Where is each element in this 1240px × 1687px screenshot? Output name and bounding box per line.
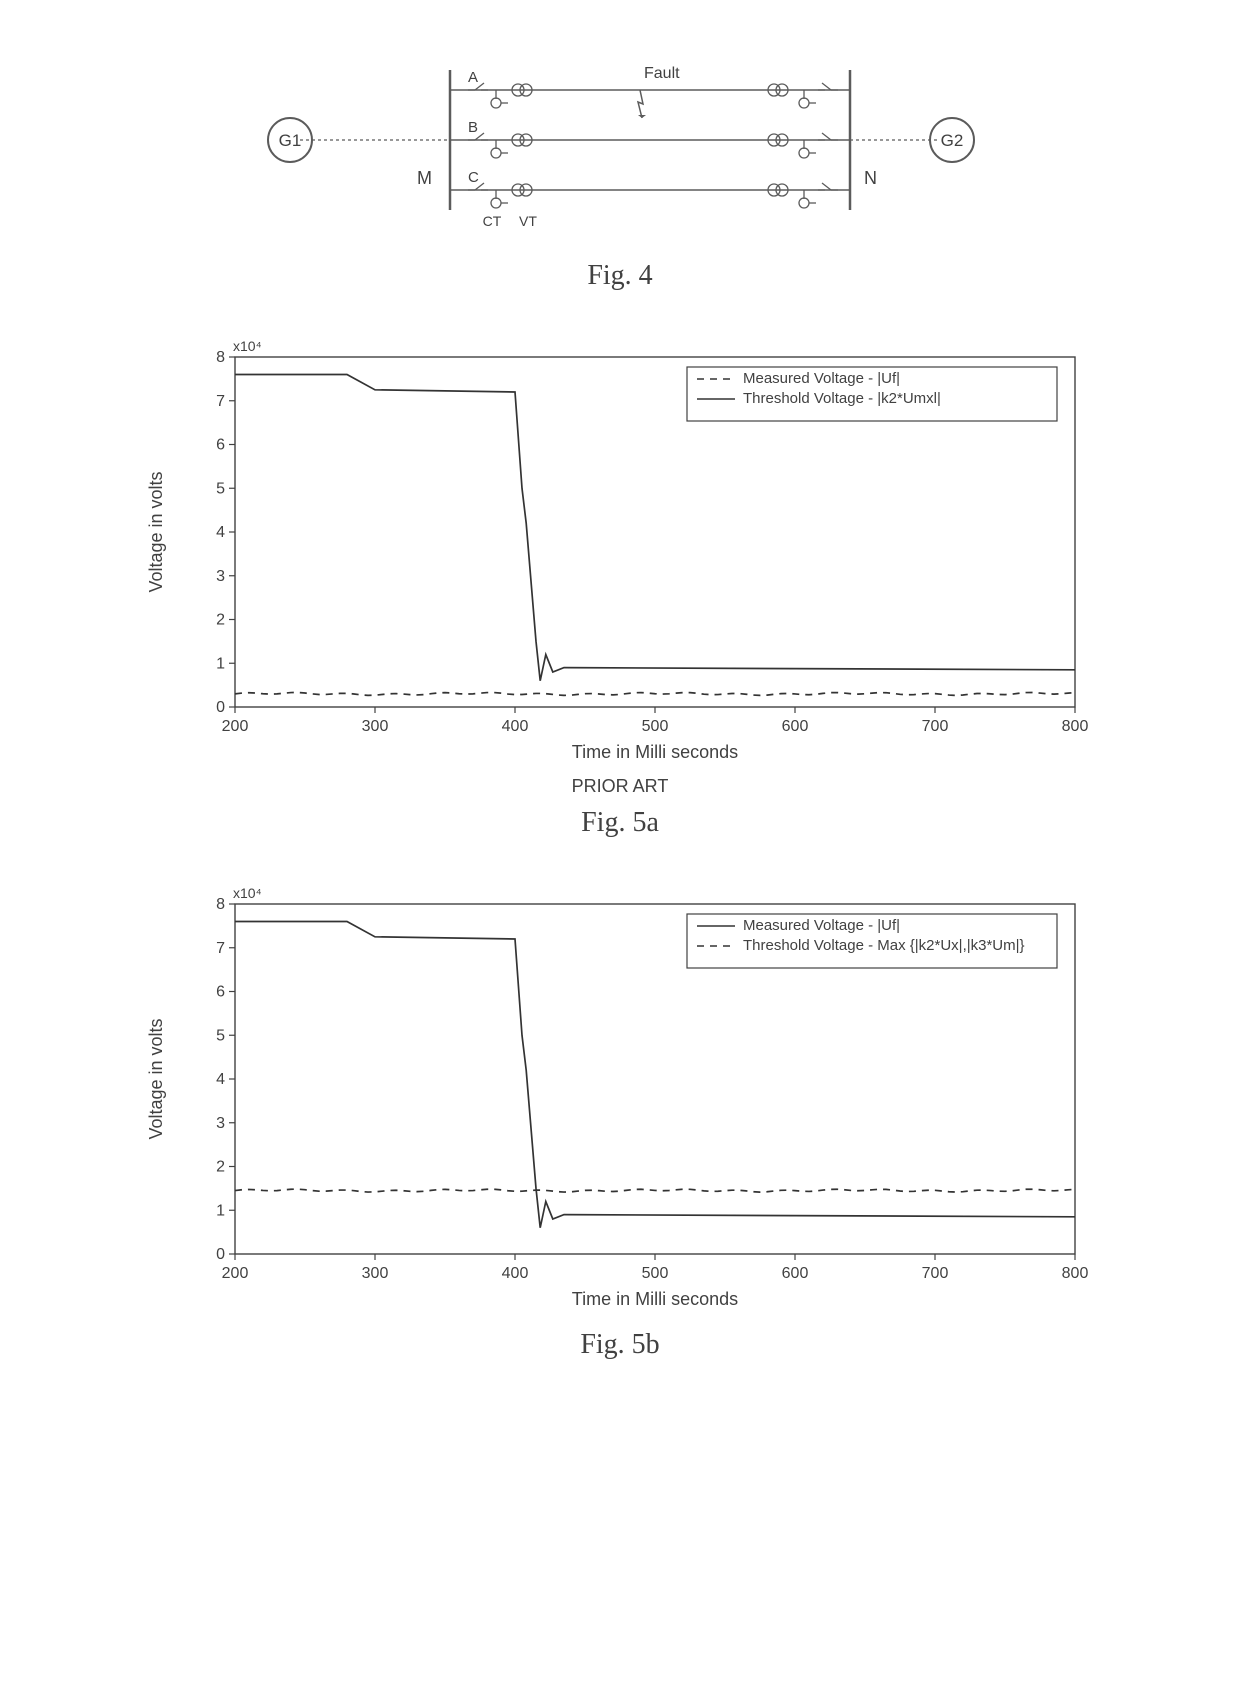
svg-text:Time in Milli seconds: Time in Milli seconds bbox=[572, 742, 738, 762]
svg-text:Time in Milli seconds: Time in Milli seconds bbox=[572, 1289, 738, 1309]
svg-text:600: 600 bbox=[782, 718, 809, 735]
svg-text:Voltage in volts: Voltage in volts bbox=[146, 471, 166, 592]
svg-text:7: 7 bbox=[216, 940, 225, 957]
svg-text:0: 0 bbox=[216, 699, 225, 716]
fig5a-caption: Fig. 5a bbox=[60, 807, 1180, 839]
svg-text:Fault: Fault bbox=[644, 65, 680, 82]
fig5a-chart: 200 300 400 500 600 700 800 0 1 2 3 4 5 6 7 8 x10⁴ Time i… bbox=[140, 332, 1100, 772]
svg-text:Voltage in volts: Voltage in volts bbox=[146, 1018, 166, 1139]
svg-text:5: 5 bbox=[216, 1027, 225, 1044]
svg-text:A: A bbox=[468, 69, 478, 86]
svg-text:500: 500 bbox=[642, 718, 669, 735]
svg-text:600: 600 bbox=[782, 1265, 809, 1282]
svg-text:1: 1 bbox=[216, 1202, 225, 1219]
svg-text:700: 700 bbox=[922, 718, 949, 735]
svg-text:1: 1 bbox=[216, 655, 225, 672]
fig5b-caption: Fig. 5b bbox=[60, 1329, 1180, 1361]
svg-text:G2: G2 bbox=[941, 131, 964, 150]
svg-text:8: 8 bbox=[216, 349, 225, 366]
svg-text:M: M bbox=[417, 168, 432, 188]
svg-text:500: 500 bbox=[642, 1265, 669, 1282]
svg-text:C: C bbox=[468, 169, 479, 186]
svg-text:x10⁴: x10⁴ bbox=[233, 885, 262, 901]
svg-text:400: 400 bbox=[502, 1265, 529, 1282]
svg-text:2: 2 bbox=[216, 612, 225, 629]
svg-text:3: 3 bbox=[216, 568, 225, 585]
figure-5a: 200 300 400 500 600 700 800 0 1 2 3 4 5 6 7 8 x10⁴ Time i… bbox=[60, 332, 1180, 839]
svg-text:x10⁴: x10⁴ bbox=[233, 338, 262, 354]
svg-text:N: N bbox=[864, 168, 877, 188]
fig5a-subcaption: PRIOR ART bbox=[60, 776, 1180, 797]
svg-text:800: 800 bbox=[1062, 1265, 1089, 1282]
svg-text:4: 4 bbox=[216, 524, 225, 541]
svg-text:6: 6 bbox=[216, 437, 225, 454]
svg-text:G1: G1 bbox=[279, 131, 302, 150]
svg-text:B: B bbox=[468, 119, 478, 136]
svg-text:700: 700 bbox=[922, 1265, 949, 1282]
svg-text:300: 300 bbox=[362, 718, 389, 735]
svg-text:7: 7 bbox=[216, 393, 225, 410]
svg-text:4: 4 bbox=[216, 1071, 225, 1088]
svg-text:Threshold Voltage - |k2*Umxl|: Threshold Voltage - |k2*Umxl| bbox=[743, 390, 941, 407]
svg-text:5: 5 bbox=[216, 480, 225, 497]
fig4-diagram: M N G1 G2 A B C CT VT Fault bbox=[260, 40, 980, 250]
svg-text:Threshold Voltage - Max {|k2*U: Threshold Voltage - Max {|k2*Ux|,|k3*Um|… bbox=[743, 937, 1025, 954]
svg-text:Measured Voltage - |Uf|: Measured Voltage - |Uf| bbox=[743, 370, 900, 387]
svg-text:3: 3 bbox=[216, 1115, 225, 1132]
svg-text:200: 200 bbox=[222, 718, 249, 735]
fig5b-chart: 200 300 400 500 600 700 800 0 1 2 3 4 5 6 7 8 x10⁴ Time i… bbox=[140, 879, 1100, 1319]
svg-text:300: 300 bbox=[362, 1265, 389, 1282]
svg-text:CT: CT bbox=[483, 213, 502, 229]
svg-text:VT: VT bbox=[519, 213, 537, 229]
svg-text:6: 6 bbox=[216, 984, 225, 1001]
svg-text:2: 2 bbox=[216, 1159, 225, 1176]
svg-text:200: 200 bbox=[222, 1265, 249, 1282]
figure-4: M N G1 G2 A B C CT VT Fault Fig. 4 bbox=[60, 40, 1180, 292]
svg-text:8: 8 bbox=[216, 896, 225, 913]
svg-text:Measured Voltage - |Uf|: Measured Voltage - |Uf| bbox=[743, 917, 900, 934]
svg-text:800: 800 bbox=[1062, 718, 1089, 735]
fig4-caption: Fig. 4 bbox=[60, 260, 1180, 292]
svg-text:0: 0 bbox=[216, 1246, 225, 1263]
svg-text:400: 400 bbox=[502, 718, 529, 735]
figure-5b: 200 300 400 500 600 700 800 0 1 2 3 4 5 6 7 8 x10⁴ Time i… bbox=[60, 879, 1180, 1361]
